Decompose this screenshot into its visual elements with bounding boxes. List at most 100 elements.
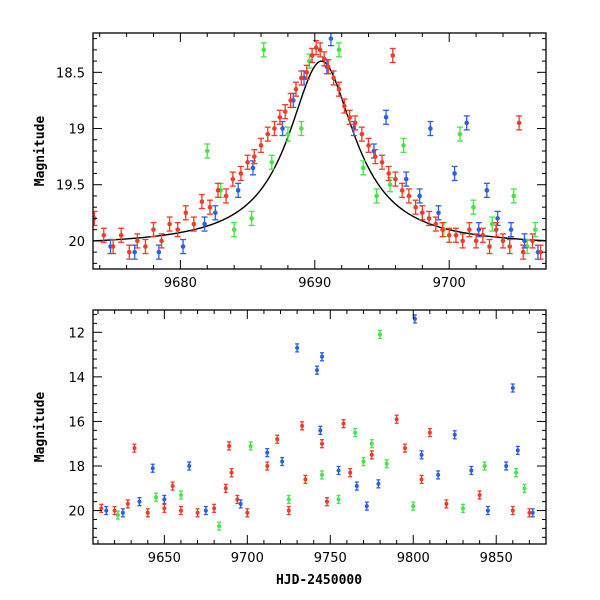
green-data-point (298, 120, 305, 137)
red-data-point (385, 165, 392, 182)
green-data-point (482, 461, 487, 471)
red-data-point (258, 137, 265, 154)
y-tick-label: 16 (68, 415, 85, 430)
red-data-point (162, 503, 167, 513)
green-data-point (522, 483, 527, 493)
blue-data-point (319, 352, 324, 362)
blue-data-point (463, 115, 470, 131)
blue-data-point (469, 465, 474, 476)
model-curve (93, 60, 546, 242)
blue-data-point (318, 425, 323, 435)
red-data-point (275, 434, 280, 444)
blue-data-point (180, 238, 187, 255)
blue-series (104, 314, 535, 518)
green-series (115, 329, 527, 531)
green-data-point (217, 521, 222, 531)
red-data-point (265, 461, 270, 471)
red-data-point (510, 505, 515, 516)
blue-data-point (295, 343, 300, 353)
red-data-point (126, 244, 133, 260)
blue-data-point (249, 160, 256, 176)
green-data-point (319, 470, 324, 480)
y-tick-label: 20 (68, 235, 85, 250)
red-data-point (298, 70, 305, 86)
blue-data-point (235, 182, 242, 198)
red-data-point (419, 474, 424, 485)
blue-data-point (510, 383, 515, 393)
red-data-point (452, 227, 459, 243)
red-data-point (358, 126, 365, 142)
red-data-point (245, 508, 250, 518)
red-data-point (212, 503, 217, 513)
red-data-point (178, 505, 183, 516)
blue-data-point (315, 365, 320, 375)
green-data-point (336, 494, 341, 505)
red-data-point (317, 42, 324, 58)
red-data-point (520, 244, 527, 260)
green-data-point (387, 177, 394, 193)
red-data-point (132, 443, 137, 453)
red-data-point (276, 109, 283, 125)
blue-data-point (265, 447, 270, 458)
red-data-point (229, 171, 236, 187)
blue-data-point (327, 33, 334, 47)
red-data-point (292, 81, 299, 97)
red-data-point (348, 468, 353, 478)
green-data-point (456, 126, 463, 142)
red-data-point (419, 205, 426, 221)
blue-data-point (436, 470, 441, 480)
green-data-point (369, 439, 374, 449)
green-data-point (260, 42, 267, 58)
green-data-point (231, 222, 238, 238)
green-data-point (461, 503, 466, 513)
red-data-point (313, 39, 320, 56)
red-data-point (392, 171, 399, 187)
red-data-point (399, 182, 406, 198)
red-data-point (271, 120, 278, 137)
green-data-point (248, 441, 253, 451)
y-tick-label: 12 (68, 326, 85, 341)
blue-data-point (451, 165, 458, 182)
red-data-point (499, 233, 506, 249)
bottom-panel: 9650 9700 9750 9800 9850 12 14 16 18 20 (68, 309, 547, 566)
green-data-point (361, 456, 366, 467)
red-data-point (405, 188, 412, 204)
green-data-point (411, 501, 416, 511)
green-data-point (268, 154, 275, 170)
y-tick-label: 18 (68, 460, 85, 475)
red-data-point (112, 505, 117, 516)
red-data-point (223, 188, 230, 204)
blue-data-point (238, 499, 243, 509)
red-data-point (158, 233, 165, 249)
red-data-point (479, 227, 486, 243)
red-data-point (506, 238, 513, 255)
green-data-point (470, 199, 477, 215)
red-data-point (335, 81, 342, 97)
green-data-point (335, 42, 342, 58)
red-data-point (264, 126, 271, 142)
red-data-point (394, 414, 399, 424)
red-data-point (206, 199, 213, 215)
green-data-point (378, 329, 383, 340)
green-data-point (178, 490, 183, 500)
green-data-point (400, 137, 407, 154)
blue-data-point (364, 501, 369, 511)
red-data-point (341, 419, 346, 429)
red-series (99, 414, 532, 518)
red-data-point (427, 427, 432, 438)
red-data-point (99, 503, 104, 513)
blue-data-point (150, 463, 155, 473)
blue-data-point (494, 210, 501, 227)
green-data-point (353, 427, 358, 438)
blue-data-point (403, 171, 410, 187)
red-data-point (110, 238, 117, 255)
y-tick-label: 18.5 (56, 66, 85, 81)
x-tick-label: 9850 (480, 551, 513, 566)
green-data-point (248, 210, 255, 227)
plot-frame (92, 309, 547, 545)
y-tick-label: 19 (68, 123, 85, 138)
red-data-point (182, 205, 189, 221)
red-data-point (227, 441, 232, 451)
red-data-point (369, 450, 374, 460)
x-tick-label: 9650 (148, 551, 181, 566)
